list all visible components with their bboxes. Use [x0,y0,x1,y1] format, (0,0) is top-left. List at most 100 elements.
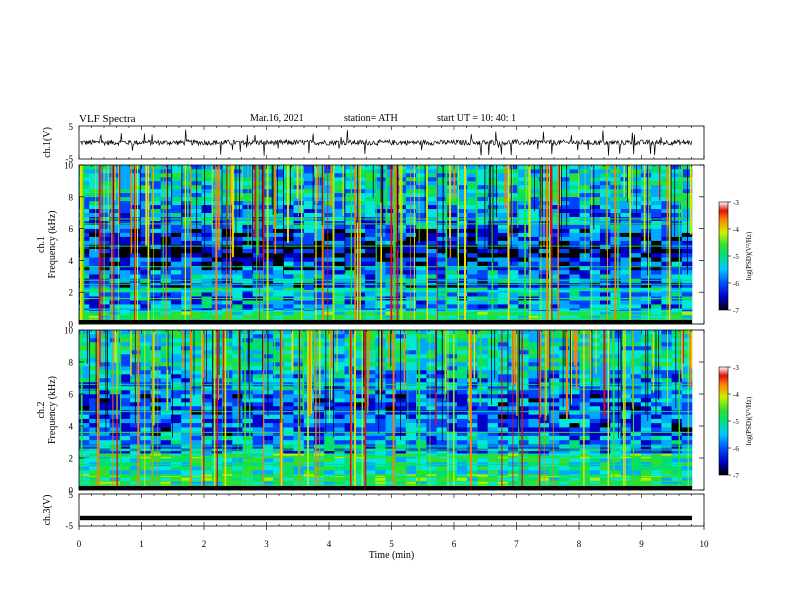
spectrogram-cell [89,406,100,411]
spectrogram-cell [181,285,192,288]
spectrogram-cell [426,289,437,293]
spectrogram-cell [365,300,376,305]
spectrogram-cell [365,204,376,210]
spectrogram-cell [201,236,213,241]
spectrogram-cell [89,458,100,463]
spectrogram-cell [508,470,519,475]
spectrogram-cell [119,192,131,198]
spectrogram-cell [365,431,376,436]
spectrogram-cell [334,285,345,288]
spectrogram-cell [119,269,131,275]
spectrogram-cell [569,455,580,459]
spectrogram-cell [150,224,161,229]
spectrogram-cell [222,402,233,407]
spectrogram-cell [89,470,100,475]
spectrogram-cell [436,402,448,407]
spectrogram-cell [109,311,121,316]
spectrogram-cell [671,386,683,391]
spectrogram-cell [170,200,182,206]
spectrogram-cell [99,188,110,194]
spectrogram-cell [283,309,294,312]
spectrogram-cell [446,169,458,174]
spectrogram-cell [467,228,478,233]
spectrogram-cell [119,311,131,316]
spectrogram-cell [405,248,417,254]
spectrogram-cell [89,300,100,305]
spectrogram-cell [446,309,458,312]
spectrogram-cell [661,220,672,225]
spectrogram-cell [426,374,437,379]
spectrogram-cell [201,315,213,320]
spectrogram-cell [681,402,693,407]
spectrogram-cell [232,466,243,471]
spectrogram-cell [89,228,100,233]
spectrogram-cell [416,439,427,445]
spectrogram-cell [395,422,407,428]
spectrogram-cell [405,466,417,471]
spectrogram-cell [181,435,192,441]
spectrogram-cell [283,248,294,254]
spectrogram-cell [457,477,468,482]
spectrogram-cell [559,220,570,225]
spectrogram-cell [150,176,161,182]
spectrogram-cell [109,431,121,436]
spectrogram-cell [446,265,458,271]
spectrogram-cell [170,188,182,194]
spectrogram-cell [630,431,642,436]
spectrogram-cell [303,265,315,271]
spectrogram-cell [405,309,417,312]
spectrogram-cell [671,308,683,310]
spectrogram-cell [589,240,601,245]
spectrogram-cell [446,475,458,478]
spectrogram-cell [130,474,141,476]
spectrogram-cell [579,309,591,312]
spectrogram-cell [640,458,652,463]
spectrogram-cell [334,265,345,271]
spectrogram-cell [446,232,458,237]
spectrogram-cell [252,470,264,475]
spectrogram-cell [508,466,519,471]
spectrogram-cell [79,418,90,424]
spectrogram-cell [365,200,376,206]
y-tick-label: 6 [69,224,74,234]
spectrogram-cell [170,458,182,463]
spectrogram-cell [549,309,560,312]
spectrogram-cell [119,257,131,262]
spectrogram-cell [416,257,427,262]
spectrogram-cell [589,453,601,456]
spectrogram-cell [181,470,192,475]
spectrogram-cell [651,184,662,190]
spectrogram-cell [385,414,396,419]
spectrogram-cell [99,374,110,379]
spectrogram-cell [569,481,580,486]
spectrogram-cell [620,315,631,320]
spectrogram-cell [273,374,284,379]
spectrogram-cell [549,289,560,293]
spectrogram-cell [610,378,621,383]
spectrogram-cell [487,481,499,486]
spectrogram-cell [89,196,100,202]
spectrogram-cell [569,248,580,254]
spectrogram-cell [232,470,243,475]
spectrogram-cell [283,474,294,476]
spectrogram-cell [477,292,488,297]
spectrogram-cell [416,204,427,210]
spectrogram-cell [324,180,335,186]
spectrogram-cell [487,470,499,475]
spectrogram-cell [130,466,141,471]
spectrogram-cell [426,184,437,190]
spectrogram-cell [375,414,386,419]
spectrogram-cell [170,176,182,182]
spectrogram-cell [630,208,642,213]
spectrogram-cell [140,458,151,463]
spectrogram-cell [640,474,652,476]
spectrogram-cell [467,455,478,459]
spectrogram-cell [610,406,621,411]
spectrogram-cell [79,394,90,399]
spectrogram-cell [487,439,499,445]
spectrogram-cell [395,406,407,411]
spectrogram-cell [303,240,315,245]
spectrogram-cell [170,220,182,225]
spectrogram-cell [681,224,693,229]
spectrogram-cell [324,300,335,305]
